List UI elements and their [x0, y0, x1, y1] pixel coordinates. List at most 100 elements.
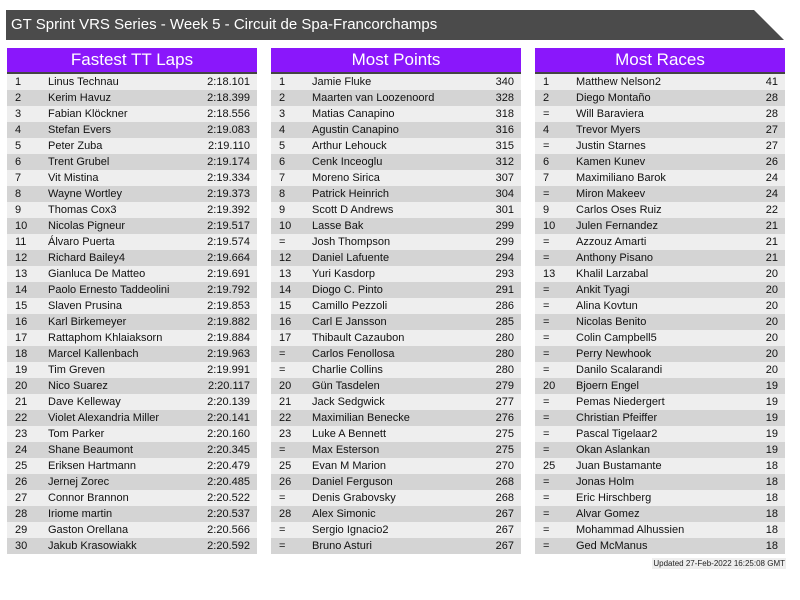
driver-name-cell: Carlos Fenollosa	[312, 348, 395, 360]
rank-cell: =	[279, 540, 286, 552]
rank-cell: 14	[279, 284, 292, 296]
driver-name-cell: Rattaphom Khlaiaksorn	[48, 332, 163, 344]
rank-cell: 15	[279, 300, 292, 312]
driver-name-cell: Gianluca De Matteo	[48, 268, 146, 280]
driver-name-cell: Daniel Ferguson	[312, 476, 393, 488]
table-row: 20 Gün Tasdelen 279	[271, 378, 521, 394]
value-cell: 280	[495, 332, 514, 344]
rank-cell: 9	[543, 204, 550, 216]
value-cell: 28	[765, 92, 778, 104]
rank-cell: =	[279, 524, 286, 536]
value-cell: 20	[765, 332, 778, 344]
rank-cell: 11	[15, 236, 27, 248]
driver-name-cell: Justin Starnes	[576, 140, 646, 152]
rank-cell: 16	[279, 316, 292, 328]
table-row: = Alvar Gomez 18	[535, 506, 785, 522]
rank-cell: 1	[543, 76, 550, 88]
table-row: = Ankit Tyagi 20	[535, 282, 785, 298]
value-cell: 316	[495, 124, 514, 136]
driver-name-cell: Nico Suarez	[48, 380, 108, 392]
rank-cell: =	[543, 236, 550, 248]
driver-name-cell: Agustin Canapino	[312, 124, 399, 136]
rank-cell: 3	[279, 108, 286, 120]
value-cell: 328	[495, 92, 514, 104]
rank-cell: 5	[15, 140, 22, 152]
value-cell: 307	[495, 172, 514, 184]
value-cell: 277	[495, 396, 514, 408]
value-cell: 275	[495, 428, 514, 440]
rank-cell: =	[543, 540, 550, 552]
table-row: 25 Juan Bustamante 18	[535, 458, 785, 474]
table-row: 26 Jernej Zorec 2:20.485	[7, 474, 257, 490]
table-row: = Okan Aslankan 19	[535, 442, 785, 458]
rank-cell: 26	[15, 476, 28, 488]
value-cell: 18	[765, 540, 778, 552]
table-row: = Charlie Collins 280	[271, 362, 521, 378]
driver-name-cell: Alvar Gomez	[576, 508, 640, 520]
value-cell: 315	[495, 140, 514, 152]
driver-name-cell: Scott D Andrews	[312, 204, 394, 216]
rank-cell: 21	[15, 396, 28, 408]
value-cell: 2:20.566	[207, 524, 250, 536]
driver-name-cell: Gaston Orellana	[48, 524, 129, 536]
rank-cell: 12	[279, 252, 292, 264]
driver-name-cell: Alina Kovtun	[576, 300, 638, 312]
rank-cell: =	[543, 476, 550, 488]
rank-cell: 13	[543, 268, 556, 280]
value-cell: 24	[765, 188, 778, 200]
driver-name-cell: Álvaro Puerta	[48, 236, 115, 248]
driver-name-cell: Christian Pfeiffer	[576, 412, 658, 424]
rank-cell: 13	[15, 268, 28, 280]
table-row: 4 Trevor Myers 27	[535, 122, 785, 138]
driver-name-cell: Miron Makeev	[576, 188, 646, 200]
rank-cell: 17	[15, 332, 28, 344]
value-cell: 19	[765, 396, 778, 408]
table-row: 23 Luke A Bennett 275	[271, 426, 521, 442]
rank-cell: 8	[279, 188, 286, 200]
rank-cell: 15	[15, 300, 28, 312]
value-cell: 2:19.664	[207, 252, 250, 264]
table-row: 5 Arthur Lehouck 315	[271, 138, 521, 154]
rank-cell: 2	[15, 92, 22, 104]
value-cell: 267	[495, 508, 514, 520]
table-row: 20 Nico Suarez 2:20.117	[7, 378, 257, 394]
value-cell: 18	[765, 524, 778, 536]
value-cell: 27	[765, 140, 778, 152]
rank-cell: 28	[15, 508, 28, 520]
value-cell: 267	[495, 540, 514, 552]
table-row: = Pemas Niedergert 19	[535, 394, 785, 410]
table-row: 2 Maarten van Loozenoord 328	[271, 90, 521, 106]
rank-cell: 7	[543, 172, 550, 184]
value-cell: 304	[495, 188, 514, 200]
driver-name-cell: Pascal Tigelaar2	[576, 428, 658, 440]
table-row: 4 Stefan Evers 2:19.083	[7, 122, 257, 138]
table-row: 16 Karl Birkemeyer 2:19.882	[7, 314, 257, 330]
value-cell: 22	[765, 204, 778, 216]
driver-name-cell: Arthur Lehouck	[312, 140, 387, 152]
table-row: = Christian Pfeiffer 19	[535, 410, 785, 426]
table-row: = Mohammad Alhussien 18	[535, 522, 785, 538]
driver-name-cell: Charlie Collins	[312, 364, 383, 376]
driver-name-cell: Ankit Tyagi	[576, 284, 630, 296]
table-row: 21 Dave Kelleway 2:20.139	[7, 394, 257, 410]
value-cell: 280	[495, 364, 514, 376]
driver-name-cell: Maarten van Loozenoord	[312, 92, 435, 104]
table-row: = Bruno Asturi 267	[271, 538, 521, 554]
table-heading: Most Races	[535, 48, 785, 74]
rank-cell: =	[543, 300, 550, 312]
driver-name-cell: Stefan Evers	[48, 124, 111, 136]
value-cell: 21	[765, 220, 778, 232]
table-row: 2 Kerim Havuz 2:18.399	[7, 90, 257, 106]
rank-cell: 20	[15, 380, 28, 392]
table-row: 8 Wayne Wortley 2:19.373	[7, 186, 257, 202]
driver-name-cell: Khalil Larzabal	[576, 268, 649, 280]
table-row: 4 Agustin Canapino 316	[271, 122, 521, 138]
driver-name-cell: Okan Aslankan	[576, 444, 650, 456]
table-row: 20 Bjoern Engel 19	[535, 378, 785, 394]
rank-cell: =	[543, 364, 550, 376]
driver-name-cell: Camillo Pezzoli	[312, 300, 388, 312]
rank-cell: =	[543, 252, 550, 264]
table-row: 17 Thibault Cazaubon 280	[271, 330, 521, 346]
value-cell: 318	[495, 108, 514, 120]
rank-cell: 18	[15, 348, 28, 360]
